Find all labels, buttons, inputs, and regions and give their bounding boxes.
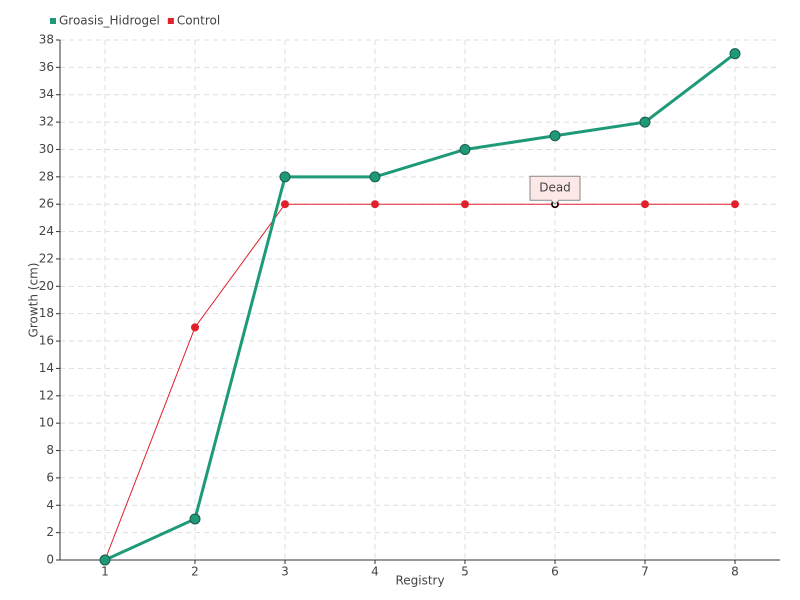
legend-swatch — [50, 18, 56, 24]
x-axis-label: Registry — [395, 574, 444, 588]
data-point — [281, 200, 289, 209]
x-tick-label: 5 — [461, 565, 469, 579]
y-tick-label: 24 — [39, 224, 54, 238]
data-point — [369, 171, 381, 183]
y-tick-label: 22 — [39, 251, 54, 265]
y-tick-label: 10 — [39, 416, 54, 430]
data-point — [189, 513, 201, 525]
y-tick-label: 18 — [39, 306, 54, 320]
y-tick-label: 26 — [39, 197, 54, 211]
y-tick-label: 6 — [46, 470, 54, 484]
y-tick-label: 16 — [39, 334, 54, 348]
data-point — [279, 171, 291, 183]
y-tick-label: 32 — [39, 115, 54, 129]
x-tick-label: 2 — [191, 565, 199, 579]
series-line — [104, 52, 736, 562]
y-tick-label: 28 — [39, 169, 54, 183]
data-point — [371, 200, 379, 209]
data-point — [461, 200, 469, 209]
y-tick-label: 4 — [46, 498, 54, 512]
y-axis-label: Growth (cm) — [27, 263, 41, 338]
data-point — [549, 130, 561, 142]
y-tick-label: 34 — [39, 87, 54, 101]
y-tick-label: 30 — [39, 142, 54, 156]
y-tick-label: 20 — [39, 279, 54, 293]
data-point — [99, 554, 111, 566]
y-tick-label: 14 — [39, 361, 54, 375]
annotation-text: Dead — [539, 181, 571, 195]
x-tick-label: 7 — [641, 565, 649, 579]
data-point — [459, 143, 471, 155]
data-point — [641, 200, 649, 209]
legend-swatch — [167, 18, 174, 24]
y-tick-label: 0 — [46, 553, 54, 567]
y-tick-label: 2 — [46, 525, 54, 539]
legend-item: Control — [167, 14, 220, 28]
x-tick-label: 3 — [281, 565, 289, 579]
x-tick-label: 1 — [101, 565, 109, 579]
y-tick-label: 36 — [39, 60, 54, 74]
data-point — [639, 116, 651, 128]
y-tick-label: 38 — [39, 33, 54, 47]
data-point — [731, 200, 739, 209]
data-point — [729, 48, 741, 60]
series-line — [104, 203, 735, 561]
x-tick-label: 8 — [731, 565, 739, 579]
y-tick-label: 12 — [39, 388, 54, 402]
legend-label: Control — [177, 14, 220, 28]
x-tick-label: 4 — [371, 565, 379, 579]
annotation-box — [529, 175, 581, 205]
y-tick-label: 8 — [46, 443, 54, 457]
data-point — [191, 323, 199, 332]
legend-item: Groasis_Hidrogel — [50, 14, 160, 28]
legend-label: Groasis_Hidrogel — [59, 14, 160, 28]
x-tick-label: 6 — [551, 565, 559, 579]
